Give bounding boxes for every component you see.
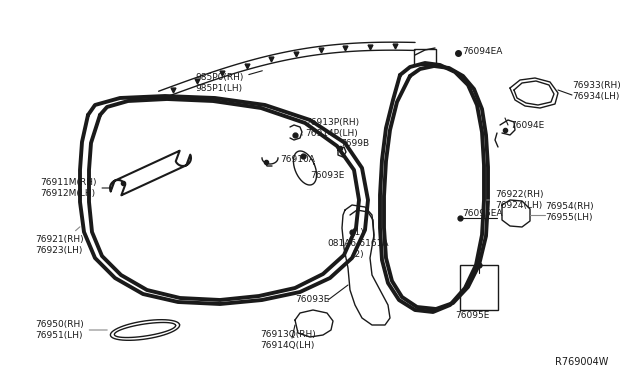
Text: 76913P(RH)
76914P(LH): 76913P(RH) 76914P(LH) <box>302 118 359 138</box>
Text: 76910A: 76910A <box>280 155 315 164</box>
Text: 76094E: 76094E <box>510 121 544 129</box>
Text: 76933(RH)
76934(LH): 76933(RH) 76934(LH) <box>572 81 621 101</box>
Text: 76913Q(RH)
76914Q(LH): 76913Q(RH) 76914Q(LH) <box>260 330 316 350</box>
Bar <box>460 265 498 310</box>
FancyBboxPatch shape <box>414 49 436 65</box>
Text: 7699B: 7699B <box>340 138 369 148</box>
Text: 76095EA: 76095EA <box>462 208 502 218</box>
Text: (2): (2) <box>352 250 364 259</box>
Text: 985P0(RH)
985P1(LH): 985P0(RH) 985P1(LH) <box>195 71 262 93</box>
Text: 76950(RH)
76951(LH): 76950(RH) 76951(LH) <box>35 320 108 340</box>
Text: 76911M(RH)
76912M(LH): 76911M(RH) 76912M(LH) <box>40 178 112 198</box>
Text: 76094EA: 76094EA <box>462 48 502 57</box>
Text: (1): (1) <box>351 228 364 237</box>
Text: 76922(RH)
76924(LH): 76922(RH) 76924(LH) <box>487 190 543 210</box>
Text: 76093E: 76093E <box>295 295 330 305</box>
Text: 76093E: 76093E <box>310 170 344 180</box>
Text: 76954(RH)
76955(LH): 76954(RH) 76955(LH) <box>545 202 594 222</box>
Text: R769004W: R769004W <box>555 357 608 367</box>
Text: 081A6-6161A: 081A6-6161A <box>327 238 388 247</box>
Text: 76921(RH)
76923(LH): 76921(RH) 76923(LH) <box>35 227 84 255</box>
Text: 76095E: 76095E <box>455 311 490 320</box>
